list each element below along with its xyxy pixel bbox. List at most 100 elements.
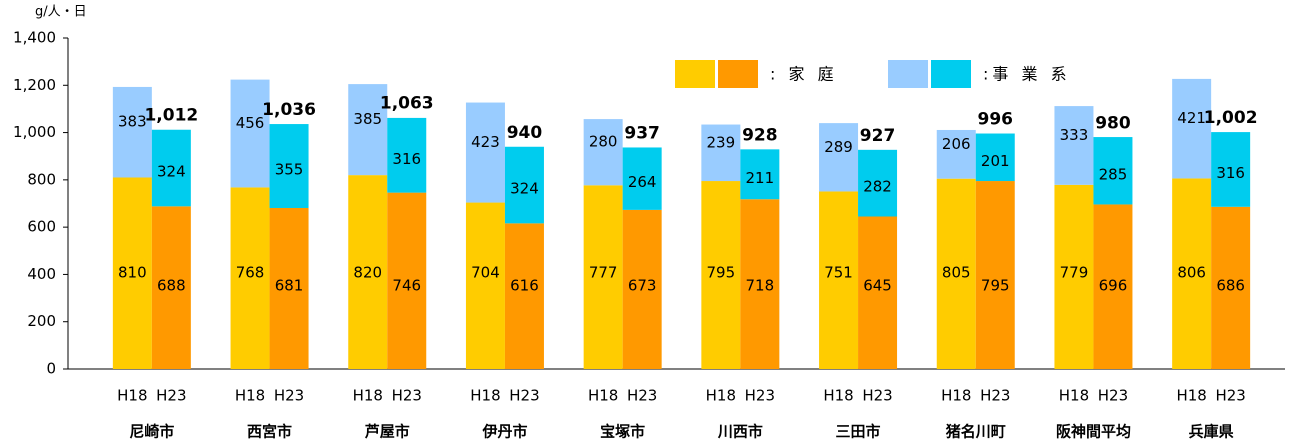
- bar-segment: [1211, 206, 1251, 369]
- group-label: 西宮市: [247, 423, 292, 441]
- bar-segment: [151, 129, 191, 207]
- bar-segment: [819, 191, 859, 369]
- value-label: 686: [1216, 277, 1245, 295]
- bar-segment: [269, 124, 309, 208]
- legend-label: :事 業 系: [983, 65, 1071, 84]
- value-label: 795: [981, 277, 1010, 295]
- y-tick-label: 1,200: [13, 76, 56, 94]
- x-tick-label: H18: [117, 387, 147, 405]
- bar-segment: [583, 185, 623, 369]
- value-label: 806: [1177, 264, 1206, 282]
- value-label: 810: [118, 264, 147, 282]
- x-tick-label: H18: [1176, 387, 1206, 405]
- value-label: 264: [628, 173, 657, 191]
- x-tick-label: H23: [274, 387, 304, 405]
- value-label: 282: [863, 178, 892, 196]
- group-label: 阪神間平均: [1056, 423, 1131, 441]
- bar-segment: [348, 84, 388, 176]
- value-label: 316: [1216, 164, 1245, 182]
- bar-segment: [348, 175, 388, 369]
- total-label: 1,036: [262, 100, 316, 120]
- bar-segment: [819, 123, 859, 192]
- y-tick-label: 600: [27, 218, 56, 236]
- value-label: 805: [942, 264, 971, 282]
- total-label: 928: [742, 126, 778, 146]
- bar-segment: [975, 133, 1015, 182]
- bar-segment: [269, 207, 309, 369]
- total-label: 940: [507, 123, 543, 143]
- value-label: 285: [1099, 165, 1128, 183]
- value-label: 385: [353, 110, 382, 128]
- bar-segment: [1093, 204, 1133, 369]
- x-tick-label: H18: [235, 387, 265, 405]
- group-label: 伊丹市: [481, 423, 527, 441]
- value-label: 696: [1099, 277, 1128, 295]
- x-tick-label: H18: [823, 387, 853, 405]
- bar-segment: [622, 209, 662, 369]
- value-label: 746: [392, 277, 421, 295]
- legend-label: : 家 庭: [770, 65, 838, 84]
- group-label: 宝塚市: [600, 423, 645, 441]
- bar-segment: [622, 147, 662, 210]
- value-label: 355: [275, 161, 304, 179]
- value-label: 779: [1060, 264, 1089, 282]
- group-label: 尼崎市: [129, 423, 174, 441]
- value-label: 421: [1177, 109, 1206, 127]
- y-tick-label: 1,000: [13, 123, 56, 141]
- bar-segment: [230, 79, 270, 188]
- bar-segment: [504, 146, 544, 224]
- x-tick-label: H23: [627, 387, 657, 405]
- bar-segment: [151, 206, 191, 369]
- bar-segment: [387, 117, 427, 193]
- value-label: 211: [746, 169, 775, 187]
- value-label: 673: [628, 277, 657, 295]
- value-label: 383: [118, 113, 147, 131]
- bar-segment: [740, 199, 780, 369]
- x-tick-label: H18: [706, 387, 736, 405]
- value-label: 316: [392, 150, 421, 168]
- bar-segment: [975, 181, 1015, 369]
- bar-segment: [740, 149, 780, 200]
- y-tick-label: 800: [27, 170, 56, 188]
- y-tick-label: 400: [27, 265, 56, 283]
- bar-segment: [112, 86, 152, 178]
- bar-segment: [112, 177, 152, 369]
- legend-swatch: [675, 60, 715, 88]
- value-label: 423: [471, 133, 500, 151]
- bar-segment: [583, 119, 623, 186]
- value-label: 239: [707, 133, 736, 151]
- group-label: 兵庫県: [1189, 423, 1234, 441]
- x-tick-label: H23: [156, 387, 186, 405]
- y-tick-label: 200: [27, 312, 56, 330]
- x-tick-label: H23: [509, 387, 539, 405]
- bar-segment: [701, 181, 741, 369]
- group-label: 三田市: [836, 423, 881, 441]
- bar-segment: [1054, 184, 1094, 369]
- x-tick-label: H23: [392, 387, 422, 405]
- group-label: 芦屋市: [365, 423, 410, 441]
- total-label: 980: [1095, 113, 1131, 133]
- x-tick-label: H23: [745, 387, 775, 405]
- value-label: 456: [236, 114, 265, 132]
- value-label: 751: [824, 264, 853, 282]
- value-label: 777: [589, 264, 618, 282]
- y-tick-label: 1,400: [13, 29, 56, 47]
- y-tick-label: 0: [46, 360, 56, 378]
- value-label: 820: [353, 264, 382, 282]
- total-label: 1,002: [1204, 108, 1258, 128]
- value-label: 616: [510, 277, 539, 295]
- x-tick-label: H18: [941, 387, 971, 405]
- value-label: 333: [1060, 126, 1089, 144]
- total-label: 927: [860, 126, 896, 146]
- bar-segment: [504, 223, 544, 369]
- value-label: 289: [824, 138, 853, 156]
- legend-swatch: [718, 60, 758, 88]
- legend-swatch: [931, 60, 971, 88]
- value-label: 688: [157, 277, 186, 295]
- value-label: 718: [746, 277, 775, 295]
- total-label: 996: [978, 110, 1014, 130]
- x-tick-label: H23: [862, 387, 892, 405]
- total-label: 1,012: [144, 106, 198, 126]
- bar-segment: [1093, 137, 1133, 205]
